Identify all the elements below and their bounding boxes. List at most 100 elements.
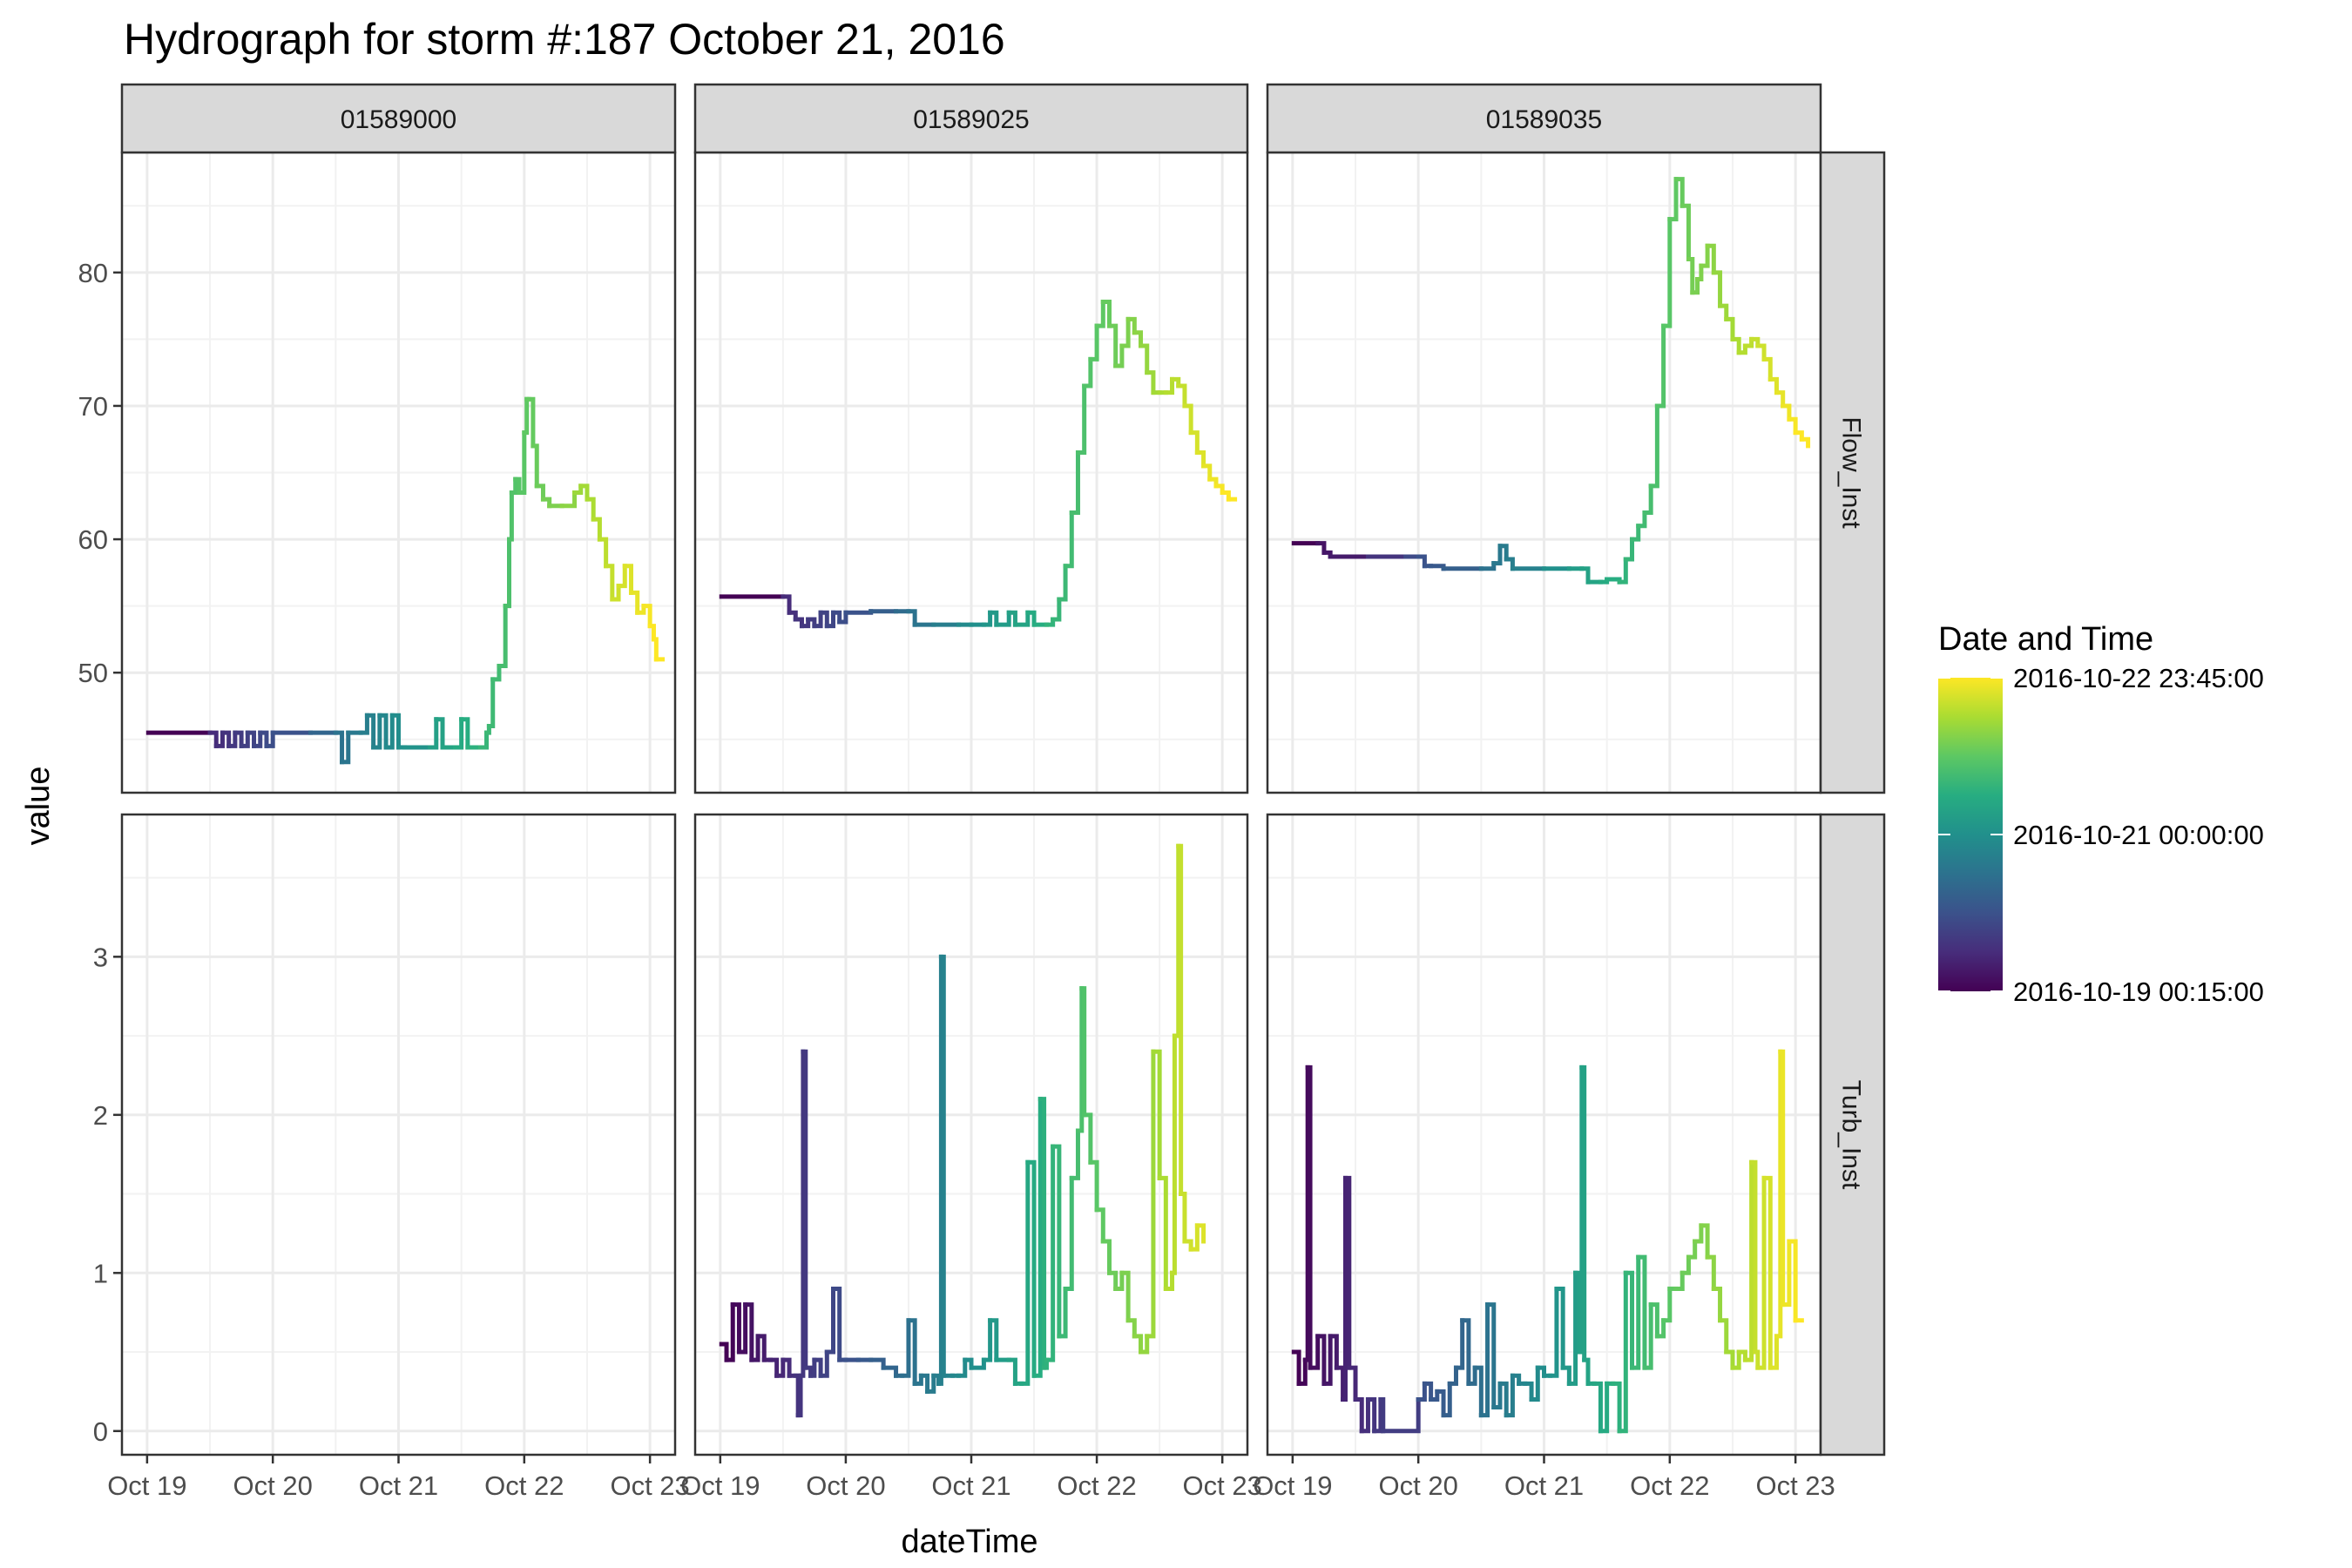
strip-label-Turb_Inst: Turb_Inst — [1837, 1080, 1866, 1190]
series-segment — [1724, 316, 1735, 341]
series-segment — [333, 730, 345, 765]
series-segment — [1151, 1049, 1162, 1180]
series-segment — [1163, 1270, 1175, 1291]
series-segment — [1579, 566, 1591, 585]
series-segment — [1220, 490, 1231, 502]
strip-right-Turb_Inst — [1819, 813, 1886, 1456]
series-segment — [956, 1357, 968, 1378]
x-tick-label: Oct 23 — [1183, 1470, 1262, 1501]
series-segment — [1642, 1302, 1653, 1370]
series-segment — [1781, 1239, 1792, 1308]
series-segment — [1334, 1365, 1346, 1402]
series-segment — [1365, 1396, 1377, 1434]
series-segment — [490, 664, 502, 682]
series-segment — [843, 609, 874, 615]
series-segment — [793, 1373, 801, 1418]
strip-top-01589025 — [693, 83, 1249, 154]
series-segment — [1012, 610, 1031, 627]
series-segment — [1767, 376, 1779, 395]
series-segment — [1730, 1349, 1741, 1370]
series-segment — [641, 604, 652, 629]
series-segment — [1429, 1389, 1440, 1402]
series-segment — [239, 730, 250, 748]
series-segment — [1139, 1334, 1150, 1355]
series-segment — [912, 1373, 923, 1386]
series-segment — [534, 483, 545, 502]
series-segment — [1654, 1318, 1666, 1339]
series-segment — [1100, 300, 1112, 328]
series-segment — [1107, 1270, 1119, 1291]
y-axis-title: value — [20, 767, 57, 846]
series-segment — [787, 610, 798, 622]
series-segment — [1693, 1223, 1704, 1244]
series-segment — [1497, 1381, 1509, 1418]
series-segment — [938, 954, 946, 1378]
series-segment — [452, 717, 464, 750]
x-axis-title: dateTime — [902, 1524, 1038, 1560]
series-segment — [1069, 450, 1080, 515]
series-segment — [486, 677, 496, 728]
series-segment — [1125, 1318, 1137, 1339]
series-segment — [812, 1357, 823, 1378]
strip-top-01589000 — [120, 83, 677, 154]
series-segment — [635, 604, 646, 615]
series-segment — [358, 713, 369, 735]
series-segment — [1705, 243, 1716, 275]
series-segment — [434, 717, 445, 750]
series-segment — [837, 610, 848, 625]
series-segment — [969, 1357, 986, 1370]
series-segment — [1031, 1097, 1043, 1378]
x-tick-label: Oct 21 — [931, 1470, 1010, 1501]
series-segment — [1705, 1254, 1716, 1291]
series-segment — [1188, 1223, 1200, 1252]
series-segment — [1088, 323, 1099, 362]
series-segment — [881, 1365, 899, 1378]
series-segment — [774, 1357, 786, 1378]
series-segment — [572, 483, 584, 495]
series-segment — [1755, 343, 1767, 362]
series-segment — [1497, 544, 1509, 562]
series-segment — [1686, 257, 1695, 295]
x-tick-label: Oct 19 — [680, 1470, 760, 1501]
series-segment — [1094, 300, 1105, 328]
series-segment — [1315, 1334, 1327, 1386]
series-segment — [371, 713, 382, 750]
x-tick-label: Oct 20 — [806, 1470, 885, 1501]
series-segment — [818, 1349, 829, 1378]
series-segment — [1774, 1049, 1783, 1339]
series-segment — [1548, 1286, 1559, 1378]
series-segment — [1308, 1334, 1321, 1370]
strip-label-01589000: 01589000 — [341, 105, 456, 134]
series-segment — [1416, 1381, 1427, 1402]
series-segment — [1025, 1159, 1037, 1378]
legend-label: 2016-10-21 00:00:00 — [2013, 820, 2264, 850]
series-segment — [497, 604, 508, 669]
series-segment — [527, 396, 536, 449]
series-segment — [1201, 463, 1213, 482]
series-segment — [1535, 1365, 1546, 1378]
series-segment — [428, 717, 439, 750]
color-legend: Date and Time 2016-10-22 23:45:002016-10… — [1938, 621, 2264, 1007]
series-segment — [383, 713, 395, 750]
series-segment — [578, 483, 590, 502]
series-segment — [1749, 1159, 1758, 1355]
series-segment — [1699, 243, 1710, 268]
series-segment — [1381, 1396, 1421, 1434]
series-segment — [808, 1357, 817, 1378]
legend-title: Date and Time — [1938, 621, 2153, 658]
series-segment — [1353, 1396, 1364, 1434]
series-segment — [1305, 1064, 1313, 1370]
series-segment — [1504, 557, 1515, 571]
series-segment — [1673, 1270, 1685, 1291]
series-segment — [994, 610, 1011, 627]
series-segment — [1485, 1302, 1497, 1410]
series-segment — [1042, 1357, 1049, 1370]
series-segment — [831, 610, 842, 625]
series-segment — [1761, 1175, 1773, 1370]
series-segment — [264, 730, 275, 748]
series-segment — [1695, 263, 1704, 281]
series-segment — [1063, 1175, 1074, 1291]
series-segment — [755, 1334, 767, 1362]
y-tick-label: 50 — [78, 658, 108, 688]
series-segment — [1529, 1365, 1540, 1402]
